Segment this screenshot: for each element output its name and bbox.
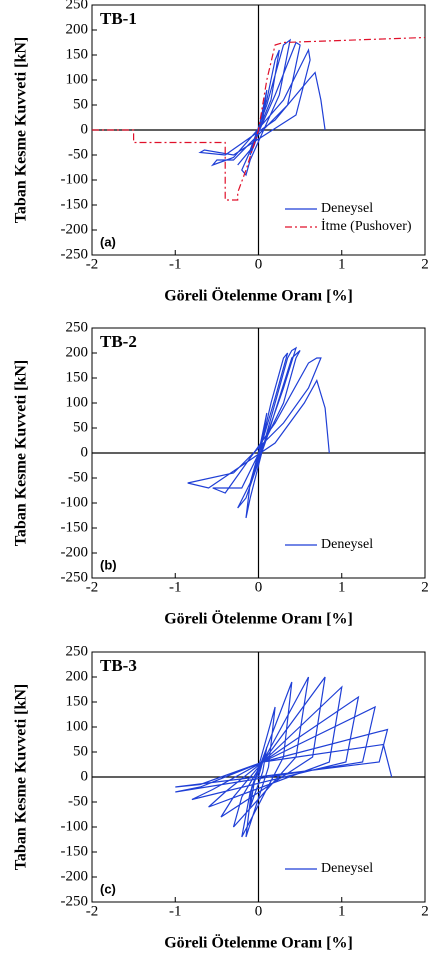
y-tick-label: 0	[81, 444, 89, 460]
y-axis-label: Taban Kesme Kuvveti [kN]	[13, 360, 30, 547]
y-tick-label: 250	[66, 0, 89, 12]
panel-label: (c)	[100, 881, 116, 896]
x-tick-label: 0	[255, 903, 263, 919]
x-tick-label: 1	[338, 903, 346, 919]
x-tick-label: -1	[169, 903, 182, 919]
y-tick-label: -250	[61, 246, 89, 262]
x-tick-label: -2	[86, 903, 99, 919]
y-tick-label: 150	[66, 369, 89, 385]
y-tick-label: 250	[66, 319, 89, 335]
legend-label: Deneysel	[321, 861, 373, 876]
legend-label: İtme (Pushover)	[321, 218, 412, 234]
panel-title: TB-3	[100, 656, 137, 675]
panel-title: TB-1	[100, 9, 137, 28]
y-tick-label: -200	[61, 868, 89, 884]
x-tick-label: 2	[421, 579, 429, 595]
y-tick-label: 100	[66, 394, 89, 410]
x-tick-label: -2	[86, 579, 99, 595]
x-tick-label: 0	[255, 256, 263, 272]
x-tick-label: -2	[86, 256, 99, 272]
y-tick-label: -150	[61, 519, 89, 535]
x-tick-label: 2	[421, 256, 429, 272]
x-tick-label: 1	[338, 579, 346, 595]
x-axis-label: Göreli Ötelenme Oranı [%]	[164, 934, 353, 952]
y-tick-label: 200	[66, 668, 89, 684]
series-line	[187, 346, 330, 519]
y-tick-label: -200	[61, 221, 89, 237]
series-line	[198, 38, 326, 177]
y-tick-label: 100	[66, 71, 89, 87]
y-tick-label: -100	[61, 818, 89, 834]
y-tick-label: 0	[81, 121, 89, 137]
y-tick-label: -200	[61, 544, 89, 560]
y-tick-label: -150	[61, 843, 89, 859]
y-tick-label: -50	[68, 469, 88, 485]
y-axis-label: Taban Kesme Kuvveti [kN]	[13, 684, 30, 871]
x-tick-label: -1	[169, 256, 182, 272]
y-tick-label: -250	[61, 569, 89, 585]
y-tick-label: -50	[68, 793, 88, 809]
y-tick-label: -100	[61, 171, 89, 187]
y-tick-label: 50	[73, 96, 88, 112]
x-tick-label: 1	[338, 256, 346, 272]
legend-label: Deneysel	[321, 537, 373, 552]
y-tick-label: 200	[66, 21, 89, 37]
x-tick-label: 2	[421, 903, 429, 919]
y-tick-label: 150	[66, 46, 89, 62]
series-line	[92, 36, 426, 201]
y-tick-label: 250	[66, 643, 89, 659]
panel-label: (a)	[100, 234, 116, 249]
y-tick-label: -150	[61, 196, 89, 212]
y-tick-label: -100	[61, 494, 89, 510]
x-tick-label: 0	[255, 579, 263, 595]
y-tick-label: -50	[68, 146, 88, 162]
series-line	[175, 676, 393, 838]
x-axis-label: Göreli Ötelenme Oranı [%]	[164, 610, 353, 628]
y-tick-label: 200	[66, 344, 89, 360]
y-tick-label: -250	[61, 893, 89, 909]
y-tick-label: 0	[81, 768, 89, 784]
legend-label: Deneysel	[321, 201, 373, 216]
y-tick-label: 150	[66, 693, 89, 709]
y-tick-label: 50	[73, 419, 88, 435]
panel-label: (b)	[100, 557, 117, 572]
y-tick-label: 50	[73, 743, 88, 759]
x-tick-label: -1	[169, 579, 182, 595]
y-tick-label: 100	[66, 718, 89, 734]
panel-title: TB-2	[100, 332, 137, 351]
y-axis-label: Taban Kesme Kuvveti [kN]	[13, 37, 30, 224]
x-axis-label: Göreli Ötelenme Oranı [%]	[164, 287, 353, 305]
